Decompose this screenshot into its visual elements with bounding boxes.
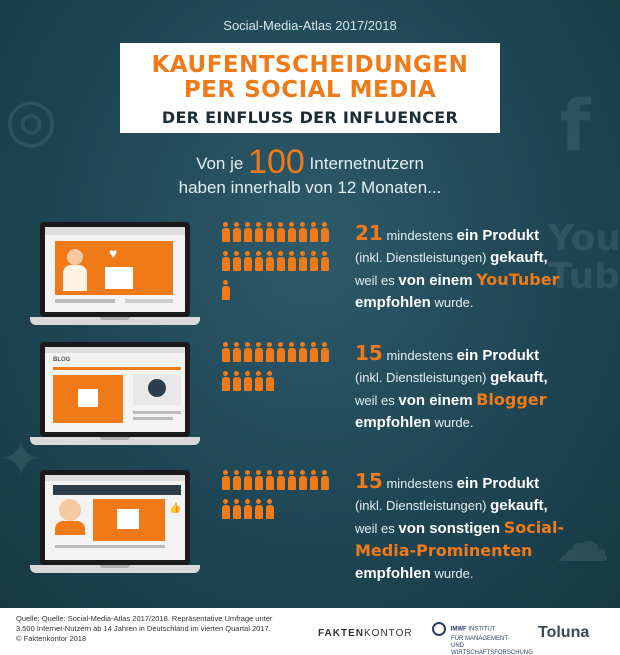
title-line-3: DER EINFLUSS DER INFLUENCER	[161, 108, 459, 127]
row-1-t2: ein Produkt	[456, 227, 540, 244]
row-2-source: Blogger	[476, 390, 547, 409]
intro-number: 100	[248, 143, 305, 181]
source-line-3: © Faktenkontor 2018	[16, 634, 87, 643]
row-2-t3: (inkl. Dienstleistungen)	[355, 370, 487, 385]
row-2-t2: ein Produkt	[456, 347, 540, 364]
people-icons-row-2	[220, 342, 340, 400]
row-3-source: Social-Media-Prominenten	[355, 518, 565, 560]
intro-pre: Von je	[196, 154, 244, 173]
logo2-b: INSTITUT	[468, 626, 496, 633]
row-3-t5: weil es	[355, 521, 395, 536]
source-title: Social-Media-Atlas 2017/2018	[223, 18, 397, 33]
logo1-b: KONTOR	[364, 628, 413, 639]
row-2-t7: empfohlen	[355, 414, 431, 431]
logo1-a: FAKTEN	[318, 628, 364, 639]
row-1-t1: mindestens	[386, 228, 453, 243]
logo2-c: FÜR MANAGEMENT- UND WIRTSCHAFTSFORSCHUNG	[451, 636, 533, 655]
source-line-1: Quelle: Quelle: Social-Media-Atlas 2017/…	[16, 614, 273, 623]
footer: Quelle: Quelle: Social-Media-Atlas 2017/…	[0, 608, 620, 655]
imwf-logo: IMWF INSTITUT FÜR MANAGEMENT- UND WIRTSC…	[432, 622, 533, 655]
row-1-t8: wurde.	[434, 295, 474, 310]
laptop-blog-icon: BLOG	[30, 342, 200, 452]
intro-line-2: haben innerhalb von 12 Monaten...	[178, 178, 442, 197]
footer-source: Quelle: Quelle: Social-Media-Atlas 2017/…	[16, 614, 286, 644]
row-blogger: BLOG 15 mindestens	[0, 342, 620, 462]
row-2-t5: weil es	[355, 393, 395, 408]
row-1-t4: gekauft,	[490, 249, 548, 266]
row-2-t8: wurde.	[434, 415, 474, 430]
laptop-social-profile-icon: 👍	[30, 470, 200, 580]
row-1-number: 21	[355, 221, 383, 245]
row-prominente: 👍 15 mindestens ein Produkt (inkl. Diens…	[0, 470, 620, 590]
row-3-t7: empfohlen	[355, 565, 431, 582]
title-banner: KAUFENTSCHEIDUNGEN PER SOCIAL MEDIA DER …	[90, 43, 530, 135]
row-1-t3: (inkl. Dienstleistungen)	[355, 250, 487, 265]
row-1-t6: von einem	[398, 272, 473, 289]
row-3-number: 15	[355, 469, 383, 493]
row-3-t3: (inkl. Dienstleistungen)	[355, 498, 487, 513]
row-1-t7: empfohlen	[355, 294, 431, 311]
row-youtuber: ♥ 21 mindestens ein Produkt (inkl. Diens…	[0, 222, 620, 342]
background: ◎ f You Tub ✦ ☁ Social-Media-Atlas 2017/2…	[0, 0, 620, 608]
row-3-t4: gekauft,	[490, 497, 548, 514]
row-2-t6: von einem	[398, 392, 473, 409]
row-2-t1: mindestens	[386, 348, 453, 363]
snapchat-icon: ☁	[555, 510, 610, 574]
row-1-t5: weil es	[355, 273, 395, 288]
people-icons-row-3	[220, 470, 340, 528]
faktenkontor-logo: FAKTENKONTOR	[318, 628, 413, 639]
instagram-icon: ◎	[5, 85, 58, 155]
imwf-circle-icon	[432, 622, 446, 636]
row-3-t8: wurde.	[434, 566, 474, 581]
row-1-text: 21 mindestens ein Produkt (inkl. Dienstl…	[355, 222, 605, 314]
title-line-1: KAUFENTSCHEIDUNGEN	[151, 52, 469, 78]
blog-label: BLOG	[53, 357, 71, 363]
intro-post: Internetnutzern	[309, 154, 424, 173]
row-2-number: 15	[355, 341, 383, 365]
source-line-2: 3.500 Internet-Nutzern ab 14 Jahren in D…	[16, 624, 271, 633]
laptop-youtube-icon: ♥	[30, 222, 200, 332]
youtube-icon: You Tub	[548, 218, 620, 297]
row-1-source: YouTuber	[476, 270, 560, 289]
title-line-2: PER SOCIAL MEDIA	[183, 77, 437, 103]
row-2-t4: gekauft,	[490, 369, 548, 386]
row-3-t1: mindestens	[386, 476, 453, 491]
facebook-icon: f	[560, 85, 591, 167]
row-3-t2: ein Produkt	[456, 475, 540, 492]
intro-text: Von je 100 Internetnutzern haben innerha…	[0, 145, 620, 200]
row-3-t6: von sonstigen	[398, 520, 501, 537]
logo2-a: IMWF	[450, 626, 467, 633]
people-icons-row-1	[220, 222, 340, 309]
row-3-text: 15 mindestens ein Produkt (inkl. Dienstl…	[355, 470, 605, 585]
toluna-logo: Toluna	[538, 624, 590, 641]
row-2-text: 15 mindestens ein Produkt (inkl. Dienstl…	[355, 342, 605, 434]
